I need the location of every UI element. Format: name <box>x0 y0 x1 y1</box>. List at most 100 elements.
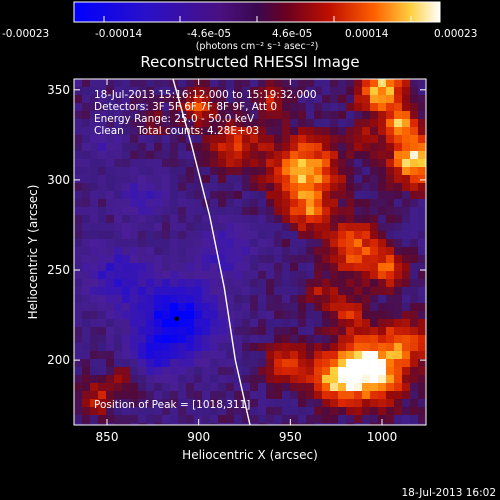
heatmap-cell <box>378 351 386 359</box>
heatmap-cell <box>402 167 410 175</box>
heatmap-cell <box>194 359 202 367</box>
heatmap-cell <box>378 167 386 175</box>
heatmap-cell <box>210 351 218 359</box>
heatmap-cell <box>242 255 250 263</box>
heatmap-cell <box>386 359 394 367</box>
heatmap-cell <box>234 255 242 263</box>
heatmap-cell <box>90 415 98 423</box>
heatmap-cell <box>274 111 282 119</box>
heatmap-cell <box>226 335 234 343</box>
heatmap-cell <box>210 375 218 383</box>
heatmap-cell <box>210 111 218 119</box>
heatmap-cell <box>362 279 370 287</box>
heatmap-cell <box>82 207 90 215</box>
heatmap-cell <box>74 135 82 143</box>
heatmap-cell <box>258 87 266 95</box>
heatmap-cell <box>346 287 354 295</box>
heatmap-cell <box>234 215 242 223</box>
heatmap-cell <box>394 159 402 167</box>
heatmap-cell <box>162 399 170 407</box>
heatmap-cell <box>234 207 242 215</box>
heatmap-cell <box>322 199 330 207</box>
heatmap-cell <box>138 423 146 425</box>
heatmap-cell <box>74 175 82 183</box>
heatmap-cell <box>114 279 122 287</box>
heatmap-cell <box>330 287 338 295</box>
heatmap-cell <box>218 159 226 167</box>
heatmap-cell <box>394 231 402 239</box>
heatmap-cell <box>202 247 210 255</box>
heatmap-cell <box>306 271 314 279</box>
heatmap-cell <box>322 263 330 271</box>
heatmap-cell <box>362 407 370 415</box>
heatmap-cell <box>130 167 138 175</box>
heatmap-cell <box>298 271 306 279</box>
heatmap-cell <box>354 183 362 191</box>
heatmap-cell <box>410 215 418 223</box>
heatmap-cell <box>266 375 274 383</box>
heatmap-cell <box>114 327 122 335</box>
heatmap-cell <box>194 223 202 231</box>
heatmap-cell <box>346 119 354 127</box>
heatmap-cell <box>410 191 418 199</box>
heatmap-cell <box>266 295 274 303</box>
heatmap-cell <box>362 415 370 423</box>
heatmap-cell <box>178 383 186 391</box>
heatmap-cell <box>314 359 322 367</box>
heatmap-cell <box>298 303 306 311</box>
heatmap-cell <box>186 335 194 343</box>
heatmap-cell <box>266 191 274 199</box>
heatmap-cell <box>354 359 362 367</box>
heatmap-cell <box>354 207 362 215</box>
heatmap-cell <box>282 383 290 391</box>
heatmap-cell <box>130 399 138 407</box>
heatmap-cell <box>146 407 154 415</box>
heatmap-cell <box>194 415 202 423</box>
heatmap-cell <box>162 391 170 399</box>
heatmap-cell <box>114 295 122 303</box>
heatmap-cell <box>338 119 346 127</box>
heatmap-cell <box>306 135 314 143</box>
heatmap-cell <box>290 143 298 151</box>
heatmap-cell <box>418 367 426 375</box>
heatmap-cell <box>362 367 370 375</box>
heatmap-cell <box>194 295 202 303</box>
heatmap-cell <box>170 119 178 127</box>
heatmap-cell <box>138 327 146 335</box>
heatmap-cell <box>354 335 362 343</box>
heatmap-cell <box>290 359 298 367</box>
heatmap-cell <box>218 319 226 327</box>
heatmap-cell <box>226 359 234 367</box>
heatmap-cell <box>362 351 370 359</box>
heatmap-cell <box>354 79 362 87</box>
heatmap-cell <box>98 247 106 255</box>
heatmap-cell <box>162 103 170 111</box>
heatmap-cell <box>410 223 418 231</box>
heatmap-cell <box>194 159 202 167</box>
heatmap-cell <box>314 351 322 359</box>
heatmap-cell <box>202 159 210 167</box>
heatmap-cell <box>234 287 242 295</box>
heatmap-cell <box>314 279 322 287</box>
heatmap-cell <box>154 415 162 423</box>
heatmap-cell <box>138 399 146 407</box>
heatmap-cell <box>290 423 298 425</box>
heatmap-cell <box>130 127 138 135</box>
heatmap-cell <box>362 359 370 367</box>
heatmap-cell <box>106 375 114 383</box>
heatmap-cell <box>74 407 82 415</box>
heatmap-cell <box>82 223 90 231</box>
heatmap-cell <box>338 191 346 199</box>
heatmap-cell <box>362 103 370 111</box>
heatmap-cell <box>386 391 394 399</box>
heatmap-cell <box>242 383 250 391</box>
heatmap-cell <box>338 231 346 239</box>
heatmap-cell <box>354 295 362 303</box>
heatmap-cell <box>170 343 178 351</box>
heatmap-cell <box>218 135 226 143</box>
heatmap-cell <box>410 239 418 247</box>
heatmap-cell <box>218 207 226 215</box>
heatmap-cell <box>122 127 130 135</box>
heatmap-cell <box>122 391 130 399</box>
heatmap-cell <box>346 151 354 159</box>
